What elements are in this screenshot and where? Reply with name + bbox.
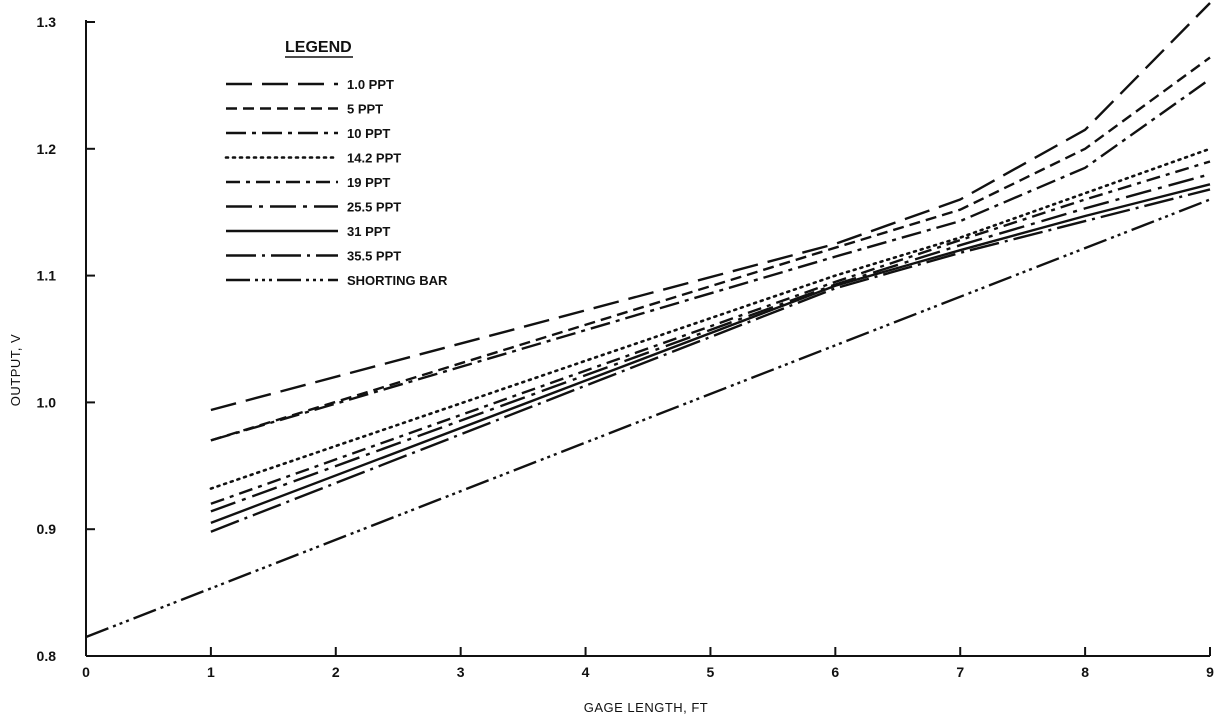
- legend-title: LEGEND: [285, 39, 352, 56]
- series-line-1: [210, 2, 1211, 412]
- legend-label: 14.2 PPT: [347, 151, 401, 166]
- y-tick-label: 1.2: [37, 141, 57, 157]
- legend-label: 25.5 PPT: [347, 200, 401, 215]
- y-axis-title: OUTPUT, V: [8, 334, 23, 406]
- series-line-9: [85, 198, 1211, 639]
- x-tick-label: 1: [207, 664, 215, 680]
- x-tick-label: 0: [82, 664, 90, 680]
- legend-label: 10 PPT: [347, 126, 390, 141]
- x-tick-label: 6: [831, 664, 839, 680]
- x-tick-label: 3: [457, 664, 465, 680]
- series-line-4: [209, 147, 1212, 490]
- x-tick-label: 4: [582, 664, 590, 680]
- legend-label: 35.5 PPT: [347, 249, 401, 264]
- legend: LEGEND 1.0 PPT 5 PPT 10 PPT 14.2 PPT 19 PPT 25…: [224, 39, 448, 288]
- series-line-3: [210, 78, 1211, 442]
- y-tick-label: 0.8: [37, 648, 57, 664]
- x-tick-label: 2: [332, 664, 340, 680]
- series-line-7: [210, 183, 1211, 525]
- x-tick-label: 5: [707, 664, 715, 680]
- y-tick-label: 1.0: [37, 394, 57, 410]
- series-line-8: [210, 188, 1211, 533]
- x-tick-label: 7: [956, 664, 964, 680]
- x-axis-title: GAGE LENGTH, FT: [584, 700, 709, 715]
- series-line-2: [210, 56, 1211, 442]
- series-line-6: [210, 173, 1211, 513]
- legend-label: 31 PPT: [347, 224, 390, 239]
- x-tick-label: 9: [1206, 664, 1214, 680]
- series-layer: [85, 2, 1212, 639]
- legend-label: SHORTING BAR: [347, 273, 448, 288]
- series-line-5: [210, 160, 1211, 505]
- y-tick-label: 1.1: [37, 268, 57, 284]
- legend-label: 19 PPT: [347, 175, 390, 190]
- y-tick-label: 1.3: [37, 14, 57, 30]
- x-tick-label: 8: [1081, 664, 1089, 680]
- legend-label: 5 PPT: [347, 102, 383, 117]
- legend-label: 1.0 PPT: [347, 77, 394, 92]
- y-tick-label: 0.9: [37, 521, 57, 537]
- axes: 0 1 2 3 4 5 6 7 8 9 0.8 0.9 1.0 1.1 1.2 1.3: [37, 14, 1215, 680]
